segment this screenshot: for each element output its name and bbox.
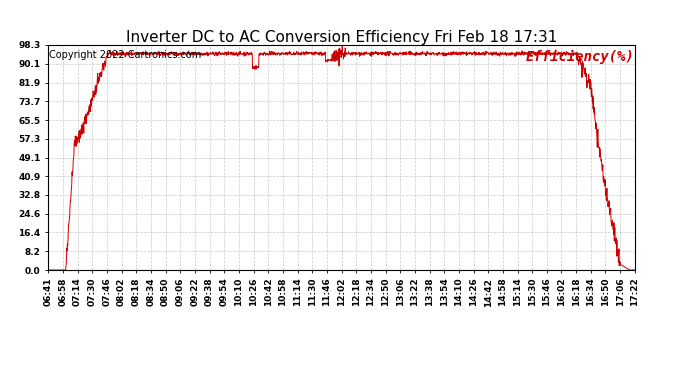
Text: Efficiency(%): Efficiency(%) [525,50,634,64]
Text: Copyright 2022 Cartronics.com: Copyright 2022 Cartronics.com [49,50,201,60]
Title: Inverter DC to AC Conversion Efficiency Fri Feb 18 17:31: Inverter DC to AC Conversion Efficiency … [126,30,558,45]
